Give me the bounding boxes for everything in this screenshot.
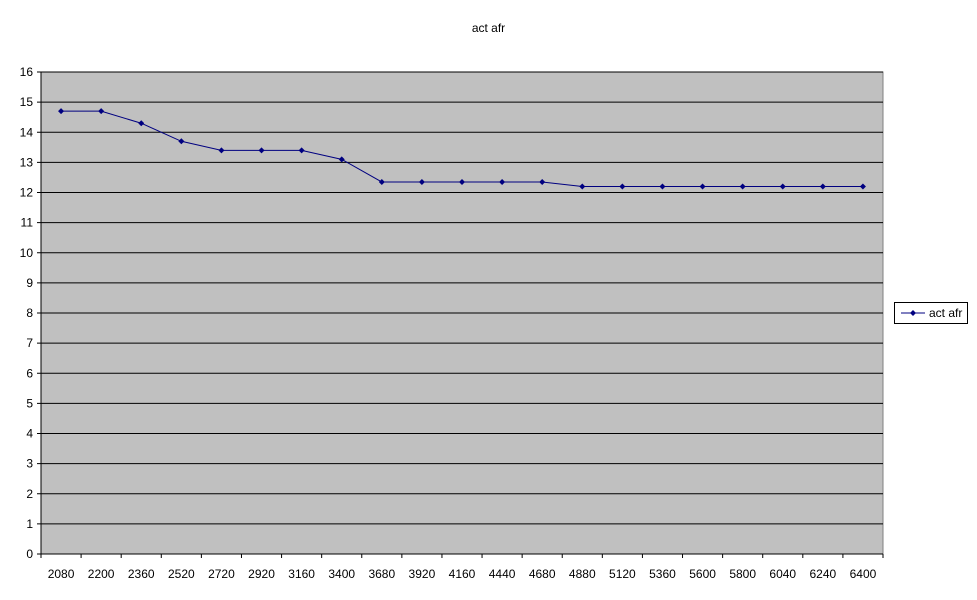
y-tick-label: 15 [20, 95, 34, 109]
legend: act afr [894, 302, 968, 324]
y-tick-label: 7 [26, 336, 33, 350]
gridlines [41, 71, 883, 525]
data-point [659, 183, 666, 190]
y-tick-label: 12 [20, 186, 34, 200]
x-tick-label: 2920 [248, 567, 275, 581]
y-tick-label: 11 [21, 216, 34, 230]
y-tick-label: 10 [20, 246, 34, 260]
y-tick-label: 13 [20, 155, 34, 169]
x-tick-label: 2360 [128, 567, 155, 581]
x-tick-label: 3400 [328, 567, 355, 581]
legend-label: act afr [929, 306, 963, 320]
data-point [138, 120, 145, 127]
y-tick-label: 0 [26, 547, 33, 561]
y-tick-label: 16 [20, 65, 34, 79]
x-tick-label: 5800 [729, 567, 756, 581]
y-tick-label: 14 [20, 125, 34, 139]
y-tick-label: 3 [26, 457, 33, 471]
data-point [539, 178, 546, 185]
x-tick-label: 2720 [208, 567, 235, 581]
x-tick-labels: 2080 2200 2360 2520 2720 2920 3160 3400 3680 3920… [40, 554, 884, 581]
x-tick-label: 4680 [529, 567, 556, 581]
x-tick-label: 4880 [569, 567, 596, 581]
series-act-afr [58, 108, 866, 190]
data-point [258, 147, 265, 154]
y-tick-label: 2 [26, 487, 33, 501]
data-point [178, 138, 185, 145]
x-tick-label: 4160 [449, 567, 476, 581]
x-tick-label: 4440 [489, 567, 516, 581]
x-tick-label: 6240 [810, 567, 837, 581]
x-tick-label: 6040 [769, 567, 796, 581]
data-point [579, 183, 586, 190]
data-point [859, 183, 866, 190]
x-tick-label: 3160 [288, 567, 315, 581]
x-tick-label: 5600 [689, 567, 716, 581]
data-point [699, 183, 706, 190]
x-tick-label: 3920 [409, 567, 436, 581]
data-point [58, 108, 65, 115]
y-tick-label: 1 [26, 517, 33, 531]
data-point [779, 183, 786, 190]
y-tick-label: 9 [26, 276, 33, 290]
data-point [418, 178, 425, 185]
data-point [459, 178, 465, 185]
x-tick-label: 5360 [649, 567, 676, 581]
data-point [338, 156, 345, 163]
data-point [739, 183, 746, 190]
y-tick-label: 8 [26, 306, 33, 320]
data-point [378, 178, 385, 185]
x-tick-label: 3680 [368, 567, 395, 581]
x-tick-label: 6400 [850, 567, 877, 581]
data-point [98, 108, 105, 115]
data-point [499, 178, 506, 185]
data-point [218, 147, 225, 154]
y-tick-label: 6 [26, 366, 33, 380]
x-tick-label: 5120 [609, 567, 636, 581]
data-point [298, 147, 305, 154]
x-tick-label: 2520 [168, 567, 195, 581]
chart-title: act afr [471, 21, 506, 35]
x-tick-label: 2080 [48, 567, 75, 581]
y-tick-label: 5 [26, 396, 33, 410]
legend-marker-icon [901, 310, 925, 316]
data-point [819, 183, 826, 190]
x-tick-label: 2200 [88, 567, 115, 581]
y-tick-label: 4 [26, 427, 33, 441]
data-point [619, 183, 626, 190]
